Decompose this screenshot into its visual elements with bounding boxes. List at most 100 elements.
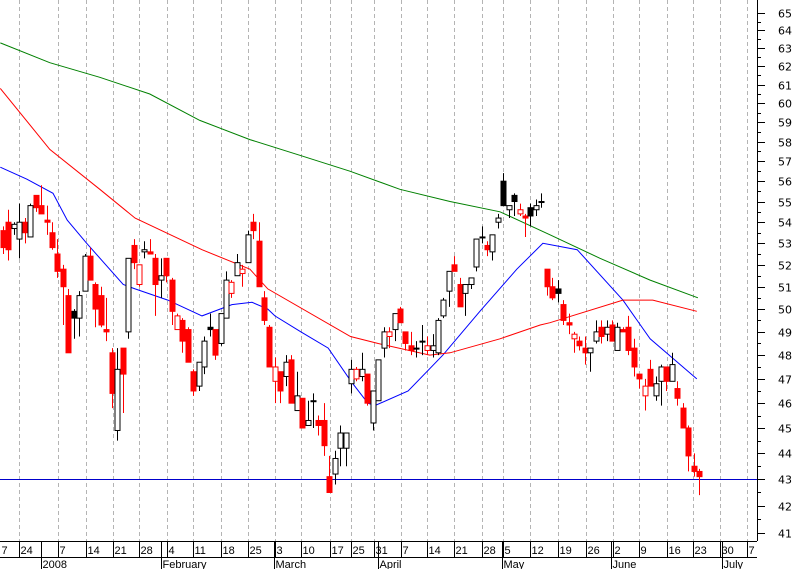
candle [653, 376, 660, 401]
candle-body [305, 419, 312, 426]
month-label: May [504, 559, 525, 569]
candle [5, 209, 12, 261]
y-tick-label: 60 [778, 98, 792, 111]
candle-body [16, 221, 23, 240]
candle [326, 455, 333, 493]
candle-body [5, 221, 12, 251]
candle-body [174, 315, 181, 331]
y-tick-label: 42 [778, 501, 792, 514]
y-tick-label: 43 [778, 474, 792, 487]
candle-body [353, 368, 360, 380]
candle-body [179, 319, 186, 342]
candle-body [582, 347, 589, 354]
candle-body [522, 215, 529, 219]
candle [277, 371, 284, 404]
x-tick-label: 31 [376, 545, 388, 557]
x-tick-label: 25 [353, 545, 365, 557]
candle [566, 313, 573, 335]
candle [549, 277, 556, 301]
candle-body [527, 207, 534, 217]
candle-body [60, 268, 67, 288]
y-tick-label: 54 [778, 217, 792, 230]
candle-body [294, 395, 301, 412]
candle [343, 432, 350, 467]
candle [120, 347, 127, 414]
candle-body [614, 326, 621, 351]
candle-body [381, 331, 388, 349]
candle-body [593, 331, 600, 342]
candle-body [479, 236, 486, 239]
x-tick-label: 19 [560, 545, 572, 557]
candle [625, 315, 632, 356]
candle-body [430, 345, 437, 351]
moving-average-line-0 [0, 166, 698, 407]
candle-body [408, 345, 415, 351]
candle-body [402, 331, 409, 344]
candle [397, 306, 404, 324]
candle-body [120, 347, 127, 375]
candle-body [201, 340, 208, 368]
candle-body [696, 470, 703, 478]
candle [696, 468, 703, 496]
candle-body [27, 205, 34, 238]
candle [223, 271, 230, 319]
candle-body [49, 232, 56, 249]
candle [440, 297, 447, 319]
candle-body [468, 277, 475, 286]
candle [44, 205, 51, 235]
candle [136, 264, 143, 287]
candle [321, 403, 328, 456]
x-tick-label: 3 [277, 545, 283, 557]
candle-body [185, 329, 192, 363]
candle [506, 205, 513, 219]
candle-body [169, 279, 176, 312]
candle-body [272, 366, 279, 382]
candle-body [440, 299, 447, 317]
candle [337, 425, 344, 467]
candle-body [71, 310, 78, 319]
x-tick-label: 23 [695, 545, 707, 557]
x-tick-label: 14 [88, 545, 100, 557]
y-tick-label: 56 [778, 176, 792, 189]
candle-body [109, 352, 116, 394]
candle [125, 257, 132, 339]
candle [500, 173, 507, 207]
candle [305, 400, 312, 426]
candle-body [131, 244, 138, 264]
candle-body [321, 419, 328, 447]
candle-body [375, 359, 382, 402]
candle [299, 397, 306, 429]
candle-body [560, 304, 567, 321]
x-tick-label: 21 [115, 545, 127, 557]
candle-body [674, 388, 681, 399]
candle-body [473, 238, 480, 268]
candle-body [288, 359, 295, 404]
x-tick-label: 30 [722, 545, 734, 557]
candle-body [207, 326, 214, 331]
candle [212, 329, 219, 360]
candle-body [76, 295, 83, 319]
candle [332, 450, 339, 485]
candle [489, 234, 496, 261]
candle-body [125, 257, 132, 333]
candle [435, 318, 442, 356]
x-tick-label: 12 [532, 545, 544, 557]
candle-body [359, 368, 366, 378]
candle-body [163, 257, 170, 277]
y-tick-label: 48 [778, 350, 792, 363]
candle [636, 373, 643, 389]
candle [245, 230, 252, 264]
candle-body [631, 347, 638, 368]
candle-body [457, 284, 464, 308]
candle [419, 324, 426, 356]
candle-body [326, 476, 333, 493]
candle [691, 453, 698, 477]
candle-body [44, 219, 51, 223]
candle [310, 393, 317, 428]
candle-body [392, 313, 399, 331]
candle [169, 277, 176, 325]
candle-body [141, 249, 148, 253]
candle [201, 336, 208, 375]
y-tick-label: 61 [778, 80, 792, 93]
x-tick-label: 28 [484, 545, 496, 557]
